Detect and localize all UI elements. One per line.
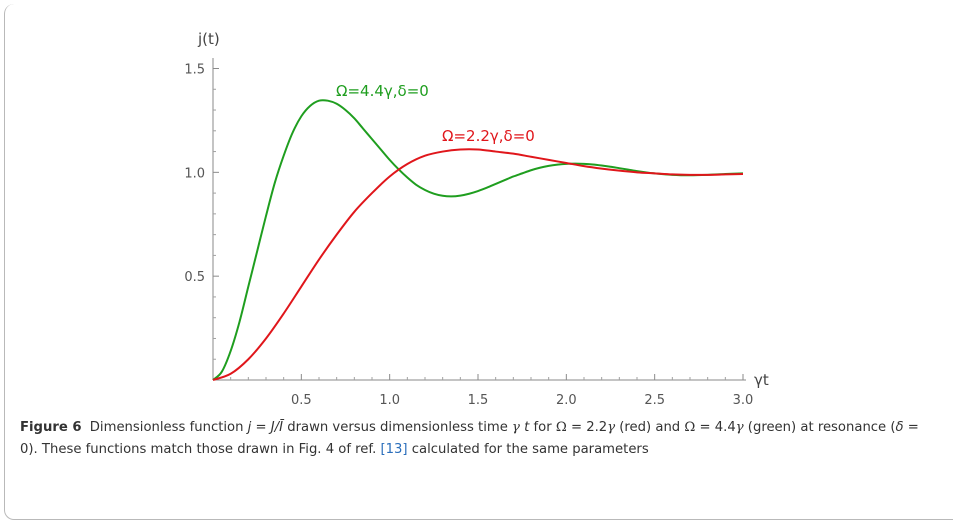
series-line-green	[212, 99, 744, 381]
x-tick-label: 3.0	[733, 393, 754, 408]
series-label-green: Ω=4.4γ,δ=0	[336, 82, 429, 100]
reference-link[interactable]: [13]	[380, 442, 408, 457]
caption-sym-gamma: γ	[512, 420, 520, 435]
y-tick-label: 0.5	[184, 270, 205, 285]
x-tick-label: 0.5	[291, 393, 312, 408]
figure-label: Figure 6	[20, 420, 82, 435]
x-tick-label: 2.5	[644, 393, 665, 408]
series-line-red	[212, 148, 744, 381]
y-tick-label: 1.5	[184, 63, 205, 78]
caption-sym-gamma: γ	[735, 420, 744, 435]
caption-text: for	[529, 420, 556, 435]
x-tick-label: 2.0	[556, 393, 577, 408]
caption-text: Dimensionless function	[89, 420, 248, 435]
caption-text: (red) and	[615, 420, 685, 435]
series-lines	[212, 99, 744, 381]
caption-sym-t: t	[524, 420, 530, 435]
caption-text: =	[251, 420, 271, 435]
caption-text: = 0). These functions match those drawn …	[20, 420, 919, 457]
caption-sym-j: j	[247, 420, 252, 435]
tick-labels: 0.5 1.0 1.5 2.0 2.5 3.0 0.5 1.0 1.5	[184, 63, 753, 409]
x-axis-label: γt	[754, 371, 769, 389]
caption-text: calculated for the same parameters	[407, 442, 649, 457]
figure-caption: Figure 6 Dimensionless function j = J/Ī …	[20, 417, 940, 461]
figure-frame	[4, 4, 953, 520]
ticks	[213, 68, 744, 380]
caption-text: = 4.4	[695, 420, 736, 435]
y-tick-label: 1.0	[184, 166, 205, 181]
caption-text: drawn versus dimensionless time	[283, 420, 513, 435]
chart: 0.5 1.0 1.5 2.0 2.5 3.0 0.5 1.0 1.5 j(t) γt Ω=4.…	[184, 30, 769, 409]
axes	[212, 58, 746, 381]
caption-sym-delta: δ	[895, 420, 904, 435]
y-axis-label: j(t)	[197, 30, 220, 48]
caption-sym-ratio: J/Ī	[270, 420, 283, 435]
caption-text: (green) at resonance (	[743, 420, 896, 435]
x-tick-label: 1.0	[379, 393, 400, 408]
caption-sym-omega: Ω	[684, 420, 696, 435]
series-label-red: Ω=2.2γ,δ=0	[442, 127, 535, 145]
caption-sym-gamma: γ	[607, 420, 616, 435]
caption-text: = 2.2	[566, 420, 608, 435]
caption-sym-omega: Ω	[555, 420, 567, 435]
x-tick-label: 1.5	[468, 393, 489, 408]
